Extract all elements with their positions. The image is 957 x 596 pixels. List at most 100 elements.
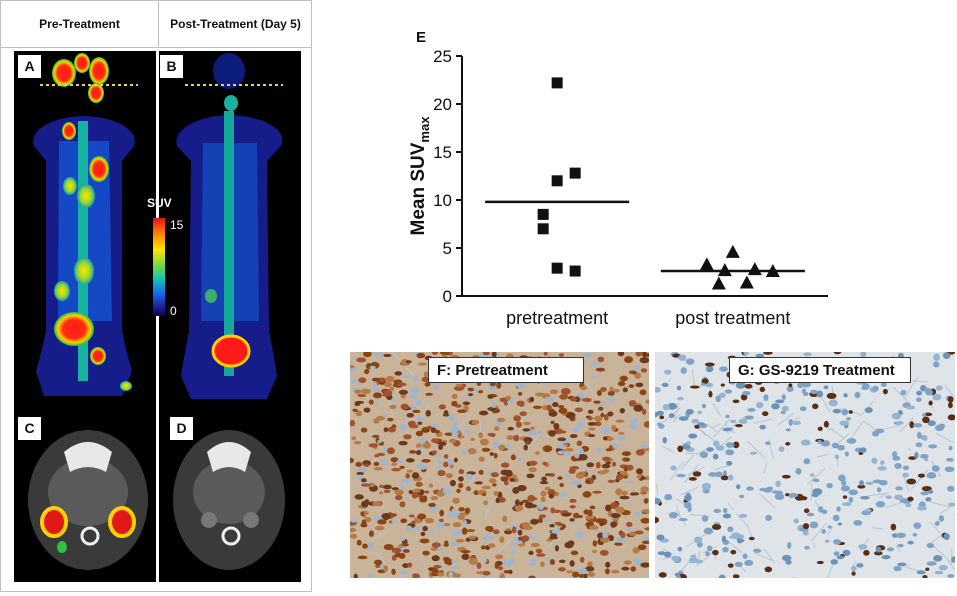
cell-nucleus <box>398 552 406 560</box>
cell-nucleus <box>474 481 483 485</box>
cell-nucleus <box>467 447 477 455</box>
tissue-fiber <box>713 418 731 438</box>
cell-nucleus <box>361 483 371 487</box>
cell-nucleus <box>528 562 537 567</box>
cell-nucleus <box>383 516 389 521</box>
cell-nucleus <box>705 551 710 557</box>
cell-nucleus <box>691 418 700 424</box>
cell-nucleus <box>620 531 626 539</box>
tissue-fiber <box>879 491 890 499</box>
tissue-fiber <box>903 476 910 492</box>
cell-nucleus <box>792 420 801 426</box>
cell-nucleus <box>802 529 809 536</box>
cell-nucleus <box>494 426 500 432</box>
cell-nucleus <box>482 352 490 356</box>
cell-nucleus <box>916 431 922 439</box>
cell-nucleus <box>461 528 468 535</box>
cell-nucleus <box>513 434 520 442</box>
cell-nucleus <box>763 352 773 355</box>
cell-nucleus <box>846 438 857 444</box>
cell-nucleus <box>543 352 548 356</box>
tissue-fiber <box>524 431 542 453</box>
cell-nucleus <box>503 570 510 574</box>
cell-nucleus <box>576 440 583 446</box>
tissue-fiber <box>836 432 850 446</box>
cell-nucleus <box>454 385 464 391</box>
cell-nucleus <box>564 447 574 452</box>
cell-nucleus <box>434 454 442 458</box>
cell-nucleus <box>907 540 914 545</box>
cell-nucleus <box>629 492 640 496</box>
cell-nucleus <box>399 423 408 431</box>
cell-nucleus <box>823 385 829 390</box>
cell-nucleus <box>881 555 891 560</box>
cell-nucleus <box>383 489 391 493</box>
cell-nucleus <box>696 541 703 548</box>
tissue-fiber <box>674 401 680 422</box>
cell-nucleus <box>462 401 471 406</box>
cell-nucleus <box>410 387 421 394</box>
tissue-fiber <box>687 466 705 476</box>
cell-nucleus <box>516 540 523 544</box>
cell-nucleus <box>415 399 423 407</box>
cell-nucleus <box>826 482 833 489</box>
cell-nucleus <box>947 402 953 409</box>
cell-nucleus <box>451 529 462 536</box>
cell-nucleus <box>377 519 387 525</box>
cell-nucleus <box>642 352 648 358</box>
cell-nucleus <box>619 407 626 414</box>
cell-nucleus <box>431 352 439 355</box>
cell-nucleus <box>495 420 503 428</box>
cell-nucleus <box>623 465 628 473</box>
cell-nucleus <box>894 494 904 500</box>
cell-nucleus <box>913 423 923 428</box>
cell-nucleus <box>489 432 496 438</box>
cell-nucleus <box>812 403 819 410</box>
cell-nucleus <box>854 391 861 399</box>
cell-nucleus <box>948 445 953 451</box>
cell-nucleus <box>611 424 617 432</box>
cell-nucleus <box>915 442 923 448</box>
data-point-square <box>569 265 581 277</box>
cell-nucleus <box>478 390 484 394</box>
cell-nucleus <box>890 523 897 531</box>
cell-nucleus <box>495 554 504 560</box>
cell-nucleus <box>759 386 766 393</box>
cell-nucleus <box>499 574 506 578</box>
cell-nucleus <box>411 472 420 479</box>
tissue-fiber <box>901 565 919 572</box>
cell-nucleus <box>640 444 649 449</box>
cell-nucleus <box>885 495 893 499</box>
cell-nucleus <box>491 534 497 539</box>
cell-nucleus <box>528 429 537 436</box>
cell-nucleus <box>597 356 605 363</box>
cell-nucleus <box>495 497 500 504</box>
cell-nucleus <box>574 407 584 413</box>
cell-nucleus <box>444 540 449 547</box>
cell-nucleus <box>546 557 551 562</box>
cell-nucleus <box>595 518 604 524</box>
cell-nucleus <box>416 416 424 422</box>
cell-nucleus <box>944 466 955 473</box>
cell-nucleus <box>352 408 358 412</box>
cell-nucleus <box>927 420 936 427</box>
cell-nucleus <box>804 545 810 550</box>
cell-nucleus <box>496 417 506 423</box>
cell-nucleus <box>639 357 649 364</box>
cell-nucleus <box>519 501 524 506</box>
cell-nucleus <box>430 495 438 501</box>
cell-nucleus <box>765 514 773 521</box>
cell-nucleus <box>350 457 355 464</box>
data-point-square <box>537 208 549 220</box>
cell-nucleus <box>524 501 534 509</box>
cell-nucleus <box>537 504 544 510</box>
cell-nucleus <box>508 569 513 575</box>
cell-nucleus <box>664 369 672 375</box>
cell-nucleus <box>587 416 593 421</box>
cell-nucleus <box>397 382 407 387</box>
tissue-fiber <box>904 377 919 398</box>
cell-nucleus <box>640 476 646 480</box>
cell-nucleus <box>491 402 497 408</box>
cell-nucleus <box>355 461 362 467</box>
cell-nucleus <box>430 547 438 551</box>
